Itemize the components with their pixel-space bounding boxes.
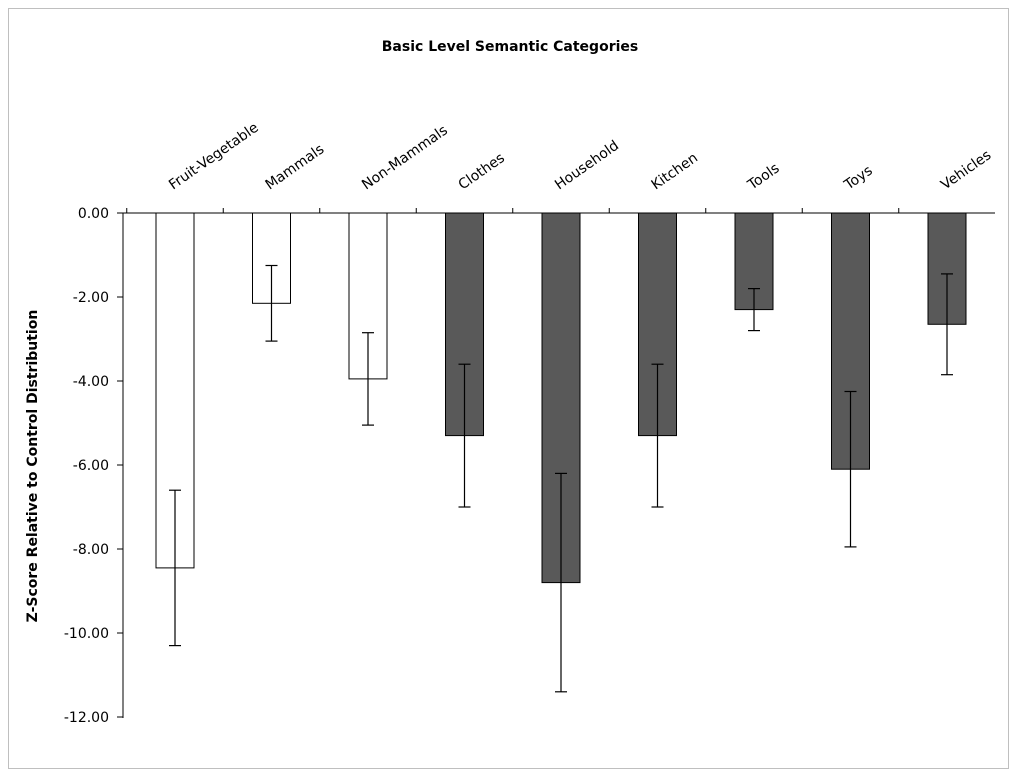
error-bars [169, 264, 953, 693]
y-axis-ticks: 0.00 -2.00 -4.00 -6.00 -8.00 -10.00 -12.00 [64, 206, 123, 726]
error-bar [555, 472, 567, 693]
error-bar [748, 288, 760, 332]
chart-title: Basic Level Semantic Categories [382, 39, 638, 55]
y-tick-label: -10.00 [64, 626, 109, 642]
y-axis-title: Z-Score Relative to Control Distribution [25, 310, 41, 623]
error-bar [265, 264, 278, 342]
error-bar [169, 489, 181, 647]
error-bar [844, 390, 857, 548]
error-bar [362, 332, 374, 426]
error-bar [458, 363, 471, 508]
y-tick-label: -6.00 [73, 458, 109, 474]
axes [122, 208, 995, 718]
y-tick-label: -2.00 [73, 290, 109, 306]
error-bar [651, 363, 664, 508]
y-tick-label: -12.00 [64, 710, 109, 726]
y-tick-label: -4.00 [73, 374, 109, 390]
y-tick-label: 0.00 [78, 206, 109, 222]
y-tick-label: -8.00 [73, 542, 109, 558]
error-bar [941, 273, 953, 376]
